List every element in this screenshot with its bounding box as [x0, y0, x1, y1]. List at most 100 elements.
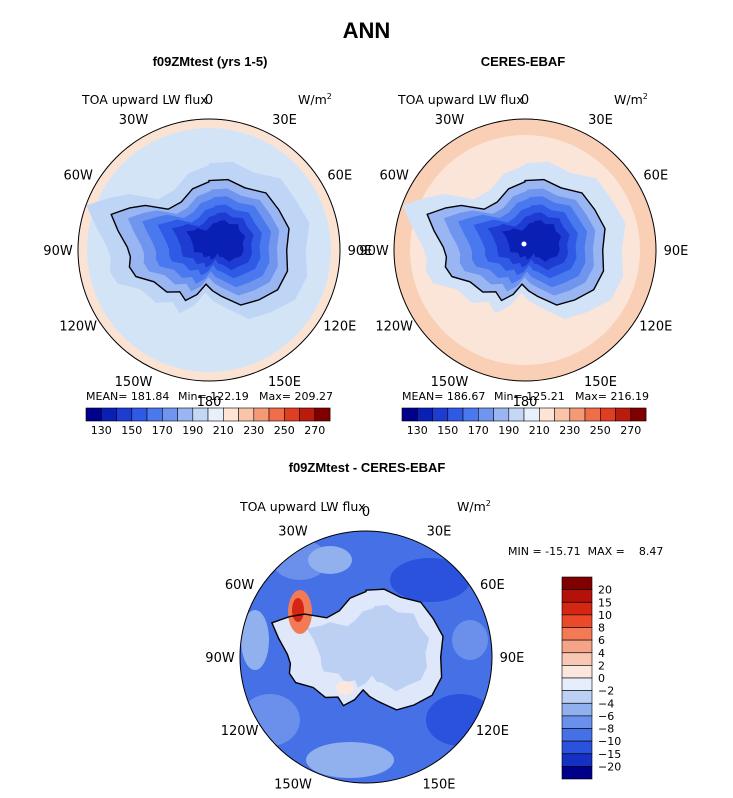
panel3-colorbar-tick-label: 15	[598, 596, 612, 609]
panel3-colorbar-color-box	[561, 652, 593, 666]
panel2-lon-label: 60W	[379, 169, 409, 184]
panel2-lon-label: 60E	[643, 169, 668, 184]
panel1-lon-label: 120E	[323, 320, 356, 335]
panel3-anomaly-patch	[452, 620, 488, 660]
panel1-lon-label: 90E	[348, 244, 373, 259]
panel2-missing-point	[521, 241, 527, 247]
panel3-colorbar-tick-label: 6	[598, 634, 605, 647]
panel3-lon-label: 150W	[274, 777, 312, 792]
panel3-colorbar-tick-label: 0	[598, 672, 605, 685]
panel1-colorbar-tick-label: 250	[274, 424, 295, 437]
panel3-coastline	[270, 588, 444, 711]
panel3-title: f09ZMtest - CERES-EBAF	[288, 460, 446, 475]
panel3-colorbar-tick-label: −15	[598, 748, 621, 761]
panel3-anomaly-patch	[241, 610, 269, 670]
panel3-lon-label: 150E	[422, 777, 455, 792]
panel2-map-border	[393, 118, 657, 382]
panel1-lon-label: 150W	[115, 375, 153, 390]
panel1-lon-label: 60W	[63, 169, 93, 184]
panel2-units: W/m2	[614, 92, 648, 108]
panel1-title: f09ZMtest (yrs 1-5)	[152, 54, 268, 69]
panel1-map-border	[77, 118, 341, 382]
panel1-field	[78, 119, 340, 381]
panel2-coastline	[426, 178, 606, 306]
panel1-lon-label: 60E	[327, 169, 352, 184]
panel1-min: Min= 122.19	[178, 390, 249, 403]
panel2-colorbar-tick-label: 150	[437, 424, 458, 437]
panel2-colorbar-color-box	[630, 407, 647, 422]
panel3-colorbar-tick-label: −20	[598, 760, 621, 773]
panel3-interior-anomaly	[306, 604, 430, 692]
panel3-units: W/m2	[457, 499, 491, 515]
panel2-colorbar-tick-label: 170	[468, 424, 489, 437]
panel3-colorbar-tick-label: −8	[598, 723, 614, 736]
panel3-colorbar-color-box	[561, 715, 593, 729]
panel1-units: W/m2	[298, 92, 332, 108]
panel3-colorbar-color-box	[561, 690, 593, 704]
panel2-lon-label: 90W	[359, 244, 389, 259]
panel3-lon-label: 90E	[500, 651, 525, 666]
panel1-colorbar-tick-label: 270	[304, 424, 325, 437]
panel3-colorbar-color-box	[561, 728, 593, 742]
panel3-colorbar-color-box	[561, 576, 593, 590]
panel2-colorbar-tick-label: 210	[529, 424, 550, 437]
panel3-colorbar-tick-label: 20	[598, 584, 612, 597]
panel1-lon-label: 30E	[272, 113, 297, 128]
panel1-coastline	[110, 178, 290, 306]
panel1-colorbar-color-box	[314, 407, 331, 422]
panel2-colorbar-tick-label: 250	[590, 424, 611, 437]
panel3-colorbar-color-box	[561, 627, 593, 641]
panel1-lon-label: 90W	[43, 244, 73, 259]
panel1-lon-label: 180	[197, 395, 222, 410]
panel1-lon-label: 150E	[268, 375, 301, 390]
panel2-lon-label: 90E	[664, 244, 689, 259]
panel2-field	[394, 119, 656, 381]
panel3-lon-label: 30W	[278, 525, 308, 540]
panel3-colorbar-color-box	[561, 639, 593, 653]
panel3-lon-label: 90W	[205, 651, 235, 666]
panel1-mean: MEAN= 181.84	[86, 390, 170, 403]
panel2-max: Max= 216.19	[575, 390, 649, 403]
panel3-colorbar-color-box	[561, 766, 593, 780]
panel3-colorbar-color-box	[561, 614, 593, 628]
panel3-anomaly-patch	[306, 742, 394, 778]
panel1-contour-level	[186, 220, 246, 262]
panel2-contour-level	[502, 220, 562, 262]
panel1-colorbar-tick-label: 150	[121, 424, 142, 437]
panel2-lon-label: 150W	[431, 375, 469, 390]
panel3-lon-label: 120E	[476, 724, 509, 739]
panel3-colorbar-color-box	[561, 665, 593, 679]
panel2-mean: MEAN= 186.67	[402, 390, 486, 403]
panel2-lon-label: 150E	[584, 375, 617, 390]
panel2-lon-label: 30W	[435, 113, 465, 128]
panel3-lon-label: 60E	[480, 578, 505, 593]
panel3-colorbar-tick-label: −2	[598, 685, 614, 698]
panel3-colorbar-tick-label: −4	[598, 697, 614, 710]
panel3-colorbar-color-box	[561, 702, 593, 717]
panel1-lon-label: 30W	[119, 113, 149, 128]
panel2-colorbar-tick-label: 230	[559, 424, 580, 437]
panel1-colorbar-tick-label: 170	[152, 424, 173, 437]
panel1-lon-label: 0	[205, 93, 213, 108]
panel2-colorbar-tick-label: 270	[620, 424, 641, 437]
panel3-anomaly-patch	[390, 558, 470, 602]
panel2-field-label: TOA upward LW flux	[398, 92, 524, 107]
panel1-field-label: TOA upward LW flux	[82, 92, 208, 107]
panel2-lon-label: 30E	[588, 113, 613, 128]
panel3-colorbar-tick-label: −10	[598, 735, 621, 748]
panel3-colorbar-tick-label: −6	[598, 710, 614, 723]
panel2-lon-label: 180	[513, 395, 538, 410]
panel2-lon-label: 0	[521, 93, 529, 108]
panel3-map-border	[239, 530, 493, 784]
panel3-colorbar-color-box	[561, 601, 593, 616]
panel3-ice-shelf-anomaly	[336, 681, 354, 695]
panel3-field-label: TOA upward LW flux	[240, 499, 366, 514]
panel3-lon-label: 0	[362, 505, 370, 520]
panel2-title: CERES-EBAF	[480, 54, 566, 69]
panel2-colorbar-tick-label: 190	[498, 424, 519, 437]
panel2-min: Min= 125.21	[494, 390, 565, 403]
